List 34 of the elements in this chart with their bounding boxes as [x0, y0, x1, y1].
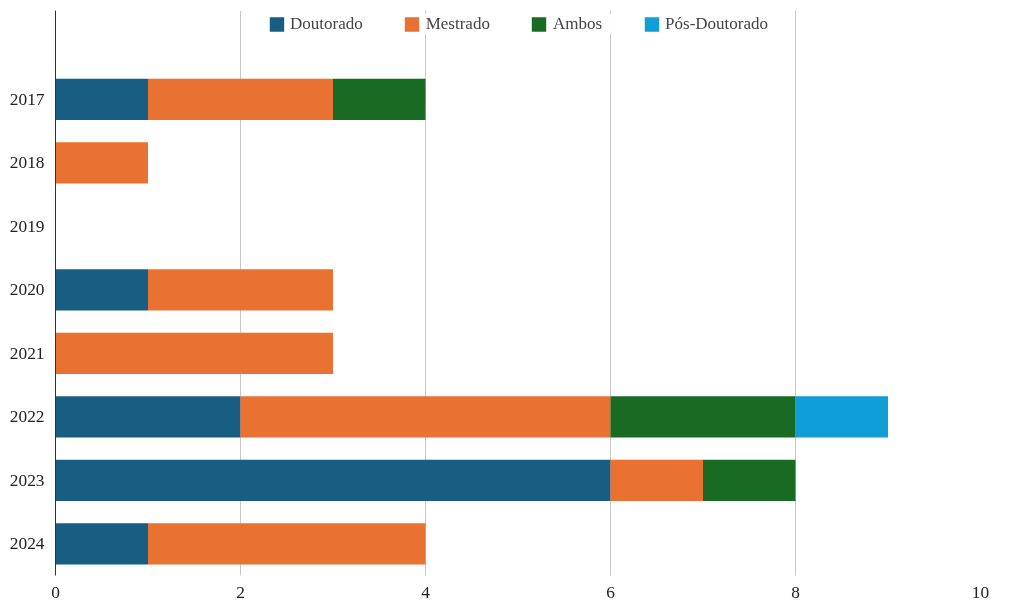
y-tick-label: 2019 [9, 216, 45, 236]
y-tick-label: 2024 [9, 534, 45, 554]
y-tick-label: 2022 [9, 407, 45, 427]
bar [55, 396, 241, 438]
bar [333, 78, 426, 121]
bar [610, 459, 703, 501]
x-tick-label: 0 [51, 582, 60, 602]
bar [55, 142, 148, 184]
y-tick-label: 2023 [9, 470, 45, 490]
y-tick-label: 2017 [9, 89, 45, 109]
bar [795, 396, 888, 438]
bar [148, 78, 333, 121]
bar [55, 459, 611, 501]
bar [55, 332, 333, 374]
x-tick-label: 2 [236, 582, 245, 602]
bar [55, 523, 148, 565]
x-tick-label: 4 [421, 582, 431, 602]
x-tick-label: 6 [606, 582, 616, 602]
bar [148, 523, 426, 565]
x-tick-label: 10 [971, 582, 990, 602]
x-tick-label: 8 [791, 582, 800, 602]
legend-label: Doutorado [289, 14, 363, 34]
y-tick-label: 2021 [9, 343, 45, 363]
legend-label: Pós-Doutorado [665, 14, 769, 34]
bar [240, 396, 611, 438]
bar [55, 269, 148, 311]
bar [148, 269, 333, 311]
bar [610, 396, 796, 438]
y-tick-label: 2020 [9, 280, 45, 300]
legend-label: Mestrado [425, 14, 490, 34]
legend-label: Ambos [552, 14, 603, 34]
bar [703, 459, 796, 501]
bar [55, 78, 148, 121]
y-tick-label: 2018 [9, 153, 45, 173]
